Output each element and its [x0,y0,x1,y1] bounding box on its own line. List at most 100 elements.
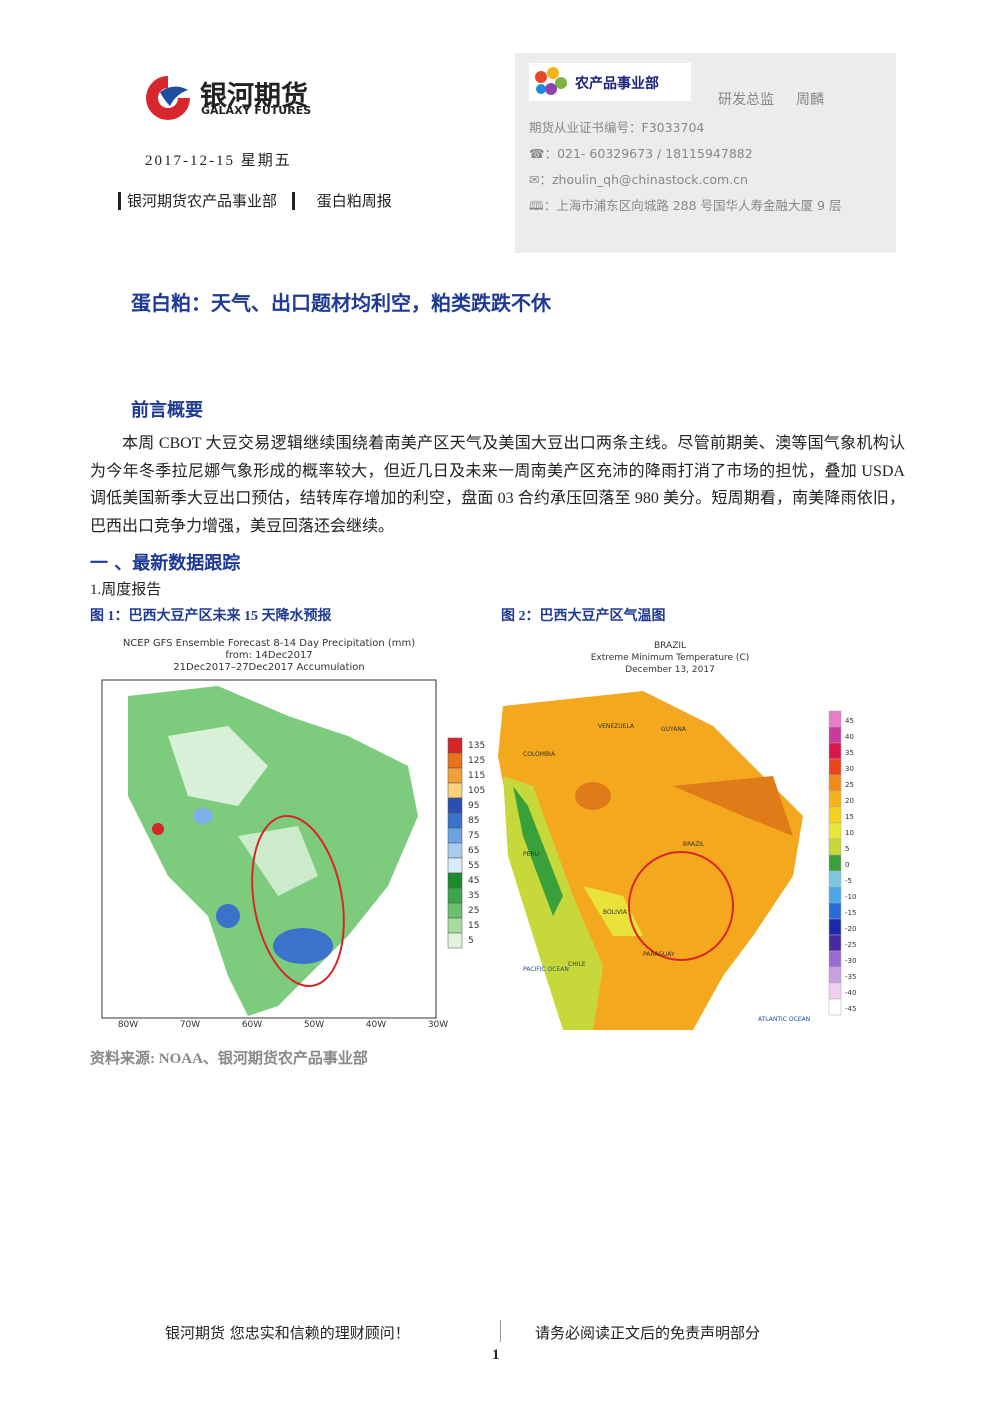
legend-label: 85 [468,816,479,826]
summary-heading: 前言概要 [131,400,203,421]
legend-swatch [828,918,842,936]
brand-en: GALAXY FUTURES [201,104,312,117]
legend-label: 30 [845,765,854,773]
dept-logo-text: 农产品事业部 [575,76,659,92]
place-label: PERU [523,851,539,858]
legend-label: 25 [845,781,854,789]
icon: ✉ [529,172,540,187]
summary-text: 本周 CBOT 大豆交易逻辑继续围绕着南美产区天气及美国大豆出口两条主线。尽管前… [90,435,905,535]
place-label: VENEZUELA [598,723,635,730]
legend-swatch [828,934,842,952]
figure-caption: 图 2：巴西大豆产区气温图 [501,609,666,624]
legend-swatch [828,838,842,856]
legend-label: 0 [845,861,849,869]
legend-swatch [447,812,463,829]
dept-line: 银河期货农产品事业部 蛋白粕周报 [118,190,392,211]
legend-label: -15 [845,909,856,917]
legend-swatch [447,902,463,919]
legend-swatch [828,742,842,760]
dept-logo-icon [535,67,567,95]
legend-swatch [447,782,463,799]
place-label: GUYANA [661,726,687,733]
legend-swatch [447,857,463,874]
map-title: from: 14Dec2017 [225,650,312,661]
legend-swatch [447,842,463,859]
legend-swatch [447,932,463,949]
legend-label: 55 [468,861,479,871]
report-title: 蛋白粕：天气、出口题材均利空，粕类跌跌不休 [131,291,551,315]
legend-swatch [828,902,842,920]
footer-divider [500,1320,501,1342]
x-axis-label: 40W [366,1020,386,1030]
legend-label: 15 [845,813,854,821]
place-label: CHILE [568,961,586,968]
date: 2017-12-15 星期五 [145,153,292,169]
cert: 期货从业证书编号：F3033704 [529,120,705,135]
legend-label: 65 [468,846,479,856]
place-label: COLOMBIA [523,751,556,758]
phone: ：021- 60329673 / 18115947882 [544,146,753,161]
legend-swatch [447,737,463,754]
source-note: 资料来源: NOAA、银河期货农产品事业部 [90,1051,368,1067]
legend-swatch [447,827,463,844]
legend-label: -10 [845,893,856,901]
department: 银河期货农产品事业部 [118,192,278,210]
section-heading: 一 、最新数据跟踪 [90,553,241,574]
legend-label: 15 [468,921,479,931]
place-label: ATLANTIC OCEAN [758,1016,810,1023]
temperature-map: BRAZIL Extreme Minimum Temperature (C) Dec… [493,641,856,1030]
role: 研发总监 [718,92,774,108]
legend-label: 45 [468,876,479,886]
legend-label: -45 [845,1005,856,1013]
legend-swatch [828,998,842,1016]
legend-label: 40 [845,733,854,741]
logo-mark [146,76,190,120]
footer-right: 请务必阅读正文后的免责声明部分 [535,1324,761,1342]
address: ：上海市浦东区向城路 288 号国华人寿金融大厦 9 层 [543,198,842,213]
icon: ☎ [529,146,545,161]
report-name: 蛋白粕周报 [291,192,392,210]
legend-swatch [828,886,842,904]
legend-swatch [447,767,463,784]
dept-logo-box: 农产品事业部 [529,63,691,101]
legend-swatch [828,966,842,984]
legend-label: 35 [845,749,854,757]
x-axis-label: 70W [180,1020,200,1030]
legend-label: 35 [468,891,479,901]
map-title: December 13, 2017 [625,665,715,675]
place-label: PARAGUAY [643,951,675,958]
legend-swatch [447,917,463,934]
legend-swatch [828,982,842,1000]
legend-swatch [828,950,842,968]
legend-label: 5 [468,936,474,946]
subheading: 1.周度报告 [90,582,162,598]
place-label: BOLIVIA [603,909,628,916]
x-axis-label: 30W [428,1020,448,1030]
phone-row: ☎：021- 60329673 / 18115947882 [529,143,753,162]
legend-swatch [828,710,842,728]
legend-label: -5 [845,877,852,885]
legend-swatch [828,870,842,888]
map-title: NCEP GFS Ensemble Forecast 8-14 Day Prec… [123,638,415,649]
email: ：zhoulin_qh@chinastock.com.cn [539,172,748,187]
legend-label: -35 [845,973,856,981]
legend-label: 135 [468,741,485,751]
analyst: 周麟 [796,92,824,108]
legend-label: 95 [468,801,479,811]
precip-map: NCEP GFS Ensemble Forecast 8-14 Day Prec… [101,638,485,1030]
legend-swatch [828,774,842,792]
legend-label: -30 [845,957,856,965]
legend-swatch [828,790,842,808]
x-axis-label: 60W [242,1020,262,1030]
x-axis-label: 50W [304,1020,324,1030]
legend-swatch [447,797,463,814]
address-row: 🕮：上海市浦东区向城路 288 号国华人寿金融大厦 9 层 [529,195,841,218]
legend-label: 45 [845,717,854,725]
legend-label: 25 [468,906,479,916]
legend-swatch [828,726,842,744]
legend-label: 125 [468,756,485,766]
legend-label: 5 [845,845,849,853]
x-axis-label: 80W [118,1020,138,1030]
place-label: PACIFIC OCEAN [523,966,569,973]
legend-swatch [447,887,463,904]
